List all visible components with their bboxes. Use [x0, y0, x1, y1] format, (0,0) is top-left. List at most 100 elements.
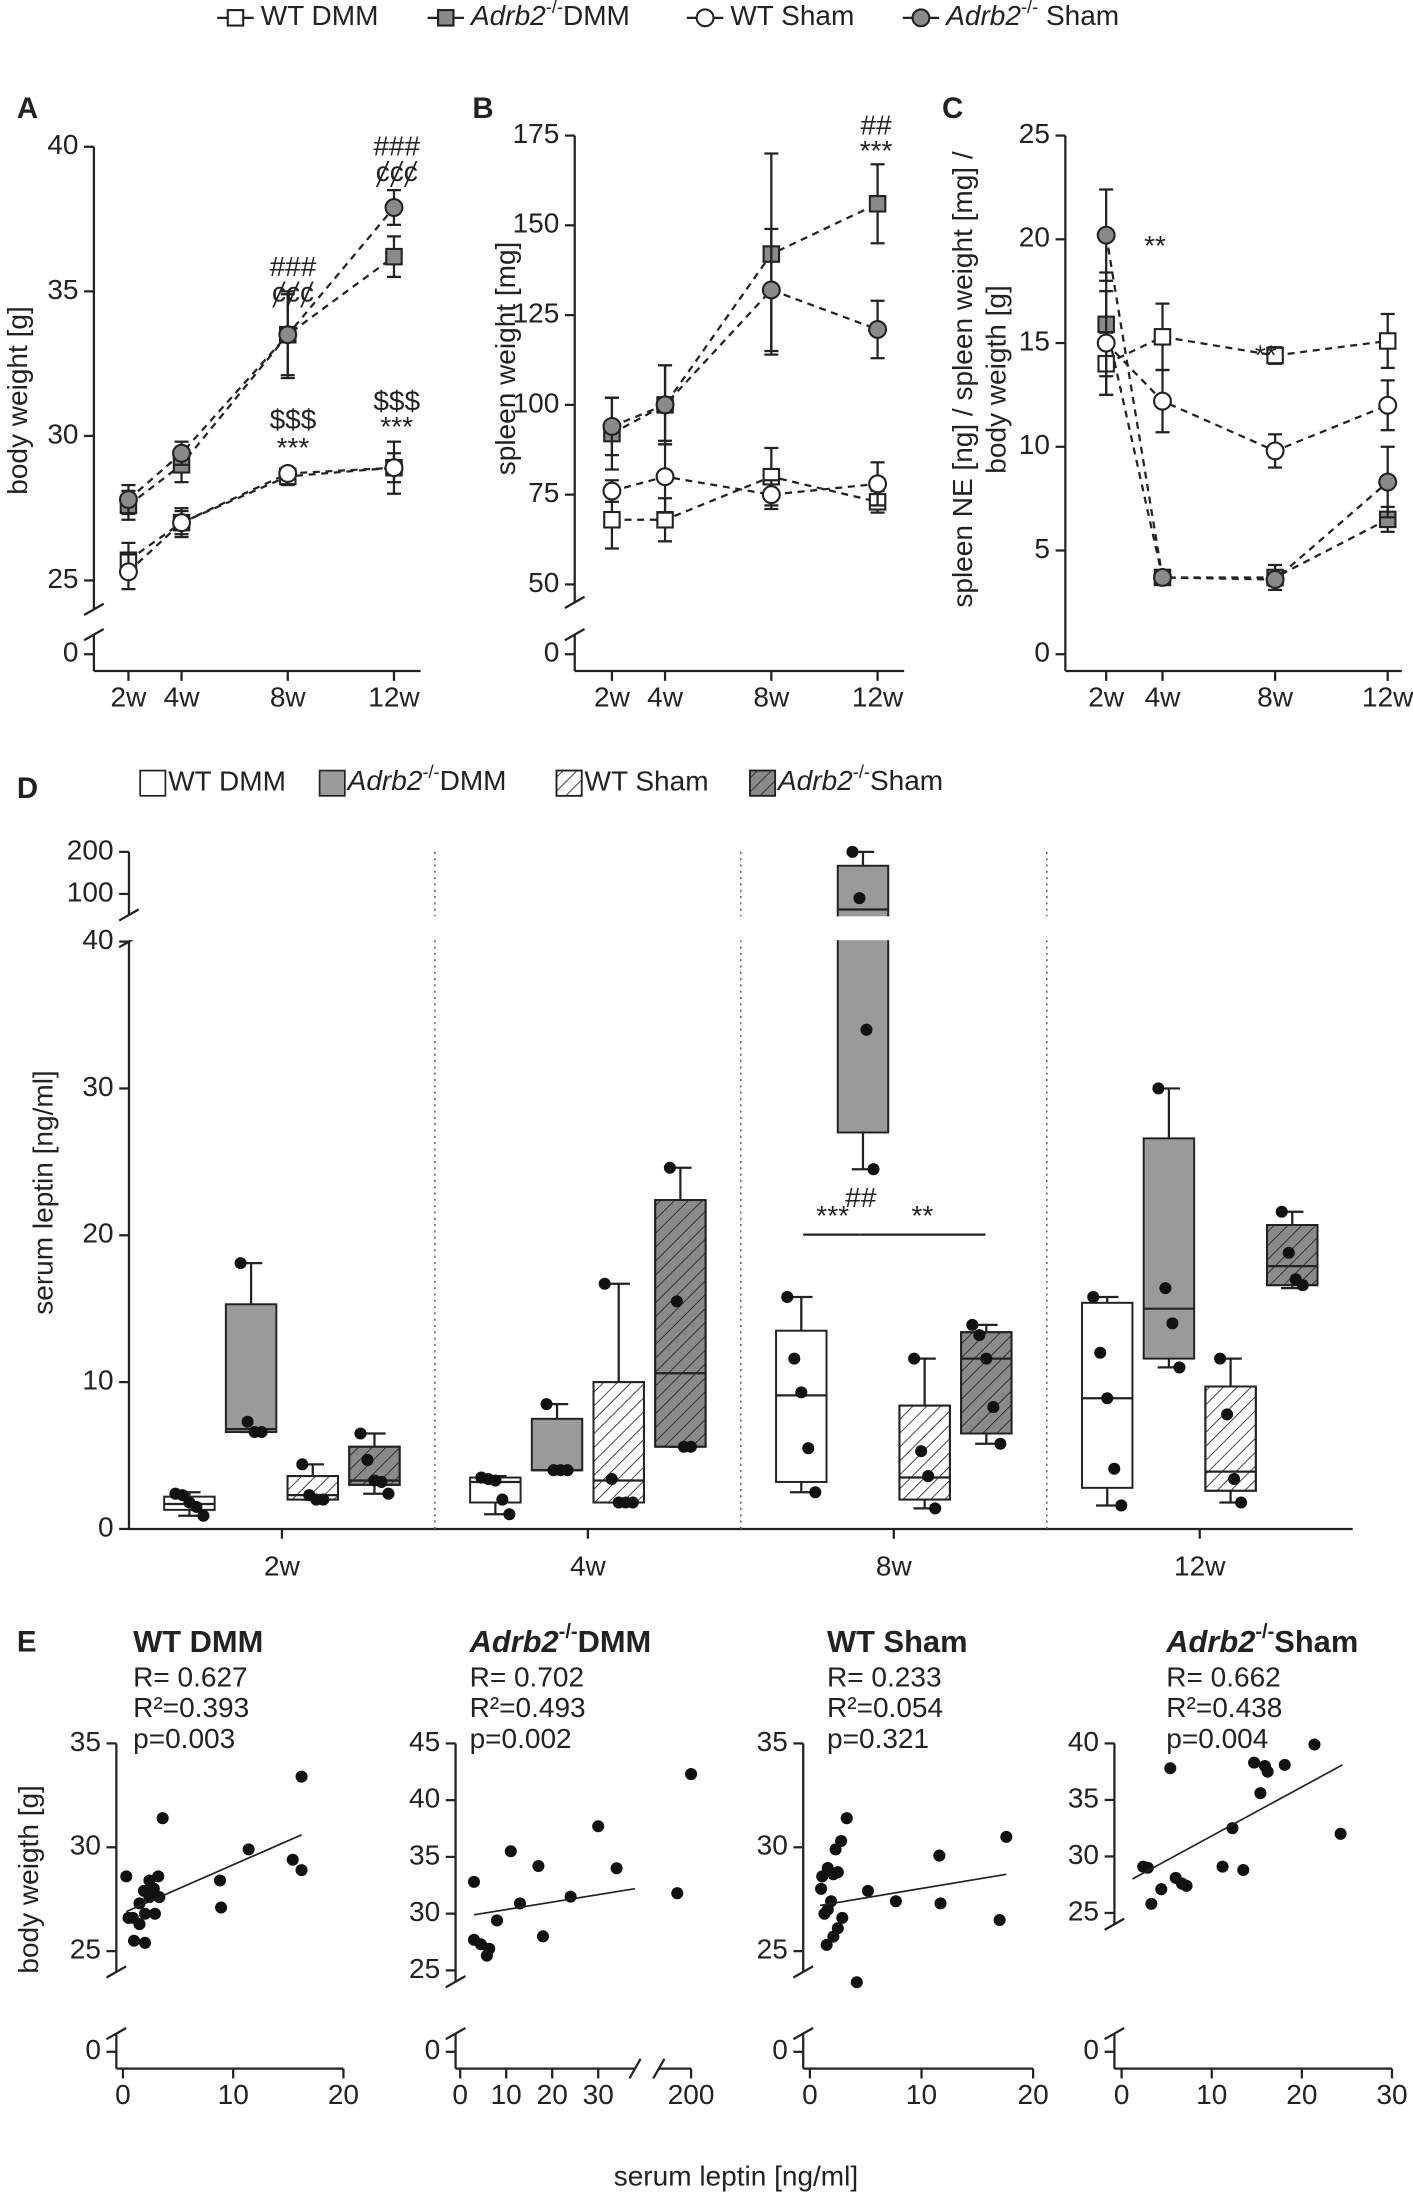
- legend-hatch: [555, 769, 583, 797]
- marker: [602, 416, 622, 436]
- data-point: [375, 1475, 388, 1488]
- marker: [172, 443, 192, 463]
- annotation: ###: [373, 131, 420, 162]
- axis-break: [105, 1965, 127, 1979]
- legend-label: Adrb2-/-DMM: [469, 0, 630, 31]
- break-gap: [130, 916, 1355, 941]
- data-point: [853, 892, 866, 905]
- y-tick-label: 0: [98, 1511, 114, 1542]
- y-tick-label: 45: [409, 1726, 440, 1757]
- data-point: [1296, 1279, 1309, 1292]
- data-point: [255, 1426, 268, 1439]
- data-point: [1278, 1758, 1291, 1771]
- data-point: [317, 1493, 330, 1506]
- data-point: [561, 1464, 574, 1477]
- data-point: [605, 1472, 618, 1486]
- y-tick-label: 25: [1068, 1895, 1099, 1926]
- data-point: [840, 1812, 853, 1825]
- marker: [1378, 395, 1398, 415]
- data-point: [1226, 1822, 1239, 1835]
- x-tick-label: 2w: [111, 681, 148, 712]
- marker: [278, 464, 298, 483]
- x-tick-label: 30: [583, 2079, 614, 2110]
- annotation: ***: [380, 411, 413, 442]
- y-tick-label: 35: [70, 1726, 101, 1757]
- series-line: [127, 206, 395, 501]
- data-point: [489, 1474, 502, 1487]
- marker: [437, 9, 455, 27]
- data-point: [815, 1882, 828, 1895]
- x-tick-label: 30: [1376, 2079, 1407, 2110]
- stat-label: p=0.002: [470, 1723, 572, 1754]
- y-axis-label: serum leptin [ng/ml]: [27, 1070, 58, 1314]
- data-point: [540, 1398, 553, 1411]
- axis-break: [628, 2058, 642, 2080]
- box: [224, 1303, 278, 1434]
- data-point: [215, 1901, 228, 1914]
- x-tick-label: 20: [537, 2079, 568, 2110]
- marker: [1096, 333, 1116, 353]
- data-point: [532, 1859, 545, 1873]
- y-tick-label: 35: [1068, 1782, 1099, 1813]
- data-point: [503, 1508, 516, 1521]
- y-tick-label: 0: [772, 2034, 788, 2065]
- axis-break: [83, 628, 105, 642]
- annotation: **: [911, 1200, 933, 1231]
- marker: [384, 198, 404, 217]
- stat-label: R²=0.054: [827, 1692, 943, 1723]
- axis-break: [118, 908, 140, 922]
- data-point: [933, 1849, 946, 1862]
- series-line: [611, 475, 878, 521]
- y-tick-label: 15: [1019, 325, 1050, 356]
- x-tick-label: 200: [668, 2079, 715, 2110]
- series-line: [1105, 324, 1389, 579]
- data-point: [831, 1922, 844, 1935]
- y-tick-label: 30: [82, 1071, 113, 1102]
- data-point: [148, 1907, 161, 1920]
- marker: [1153, 328, 1172, 346]
- data-point: [684, 1440, 697, 1453]
- y-tick-label: 40: [47, 129, 78, 160]
- box-hatch: [654, 1199, 707, 1448]
- series-line: [127, 255, 395, 507]
- scatter-title: Adrb2-/-Sham: [1165, 1621, 1358, 1659]
- y-tick-label: 10: [82, 1365, 113, 1396]
- marker: [1265, 570, 1285, 590]
- x-tick-label: 8w: [753, 681, 790, 712]
- data-point: [835, 1835, 848, 1848]
- x-tick-label: 10: [491, 2079, 522, 2110]
- data-point: [781, 1290, 794, 1303]
- x-tick-label: 2w: [264, 1551, 301, 1582]
- marker: [602, 481, 622, 501]
- data-point: [825, 1895, 838, 1908]
- data-point: [1152, 1082, 1165, 1095]
- data-point: [213, 1874, 226, 1887]
- y-tick-label: 30: [409, 1896, 440, 1927]
- marker: [1378, 332, 1397, 350]
- annotation: ȼȼȼ: [376, 156, 418, 187]
- series-line: [611, 475, 878, 496]
- y-tick-label: 50: [528, 567, 559, 598]
- x-tick-label: 4w: [647, 681, 684, 712]
- y-tick-label: 75: [528, 477, 559, 508]
- data-point: [1237, 1863, 1250, 1877]
- x-tick-label: 0: [1114, 2079, 1130, 2110]
- y-tick-label: 35: [47, 274, 78, 305]
- x-tick-label: 10: [1196, 2079, 1227, 2110]
- data-point: [994, 1437, 1007, 1450]
- marker: [1265, 441, 1285, 461]
- marker: [695, 8, 715, 28]
- data-point: [1108, 1462, 1121, 1475]
- x-tick-label: 10: [906, 2079, 937, 2110]
- data-point: [156, 1812, 169, 1825]
- marker: [655, 467, 675, 487]
- y-tick-label: 10: [1019, 429, 1050, 460]
- annotation: ȼȼȼ: [272, 276, 314, 307]
- panel-letter: B: [472, 92, 493, 125]
- data-point: [1180, 1879, 1193, 1892]
- data-point: [1248, 1756, 1261, 1769]
- legend-label: Adrb2-/- Sham: [944, 0, 1119, 31]
- axis-break: [445, 2027, 466, 2041]
- data-point: [190, 1500, 203, 1513]
